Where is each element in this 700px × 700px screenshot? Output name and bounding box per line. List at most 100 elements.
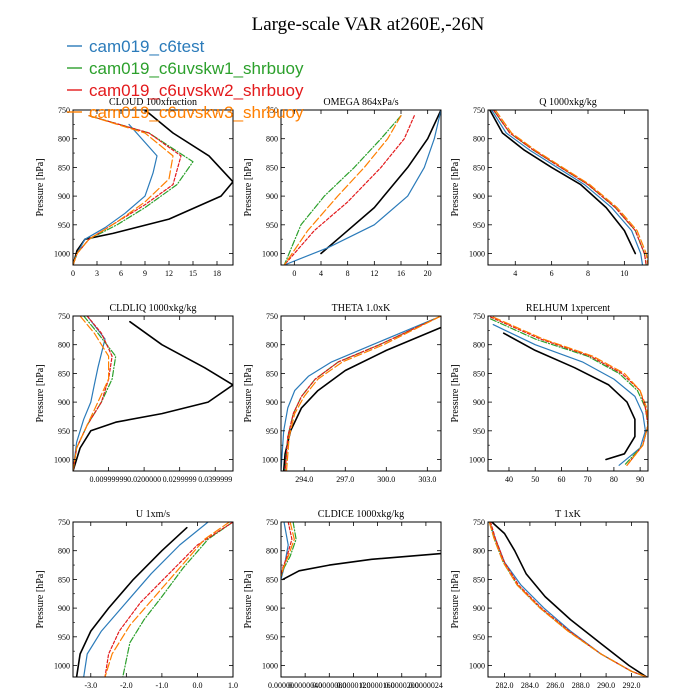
x-tick-label: 303.0 (418, 475, 436, 484)
series-line-0 (75, 526, 188, 677)
plot-frame (72, 109, 234, 266)
series-line-1 (281, 318, 435, 471)
series-line-1 (281, 522, 289, 581)
series-line-1 (283, 110, 441, 265)
x-tick-label: 15 (189, 269, 197, 278)
x-tick-label: 1.0 (228, 681, 238, 690)
panel-title: THETA 1.0xK (332, 303, 391, 314)
series-group (283, 110, 441, 265)
series-group (73, 316, 233, 471)
series-group (281, 522, 441, 581)
x-tick-label: 0.0 (192, 681, 202, 690)
y-tick-label: 1000 (469, 662, 485, 671)
series-line-4 (283, 115, 402, 265)
x-tick-label: 0 (71, 269, 75, 278)
x-tick-label: 294.0 (295, 475, 313, 484)
legend-label: cam019_c6uvskw1_shrbuoy (89, 59, 304, 78)
series-line-2 (488, 522, 648, 677)
y-tick-label: 1000 (262, 250, 278, 259)
y-tick-label: 1000 (262, 662, 278, 671)
x-tick-label: 4 (319, 269, 323, 278)
series-line-4 (73, 316, 110, 471)
x-tick-label: 9 (143, 269, 147, 278)
y-tick-label: 800 (58, 135, 70, 144)
x-tick-label: 288.0 (572, 681, 590, 690)
x-tick-label: 20 (424, 269, 432, 278)
series-line-4 (494, 110, 648, 265)
x-tick-label: 8 (346, 269, 350, 278)
x-tick-label: 300.0 (377, 475, 395, 484)
series-line-4 (104, 522, 230, 677)
panel-title: Q 1000xkg/kg (539, 97, 597, 108)
y-tick-label: 850 (58, 369, 70, 378)
y-axis-label: Pressure [hPa] (450, 570, 461, 628)
y-axis-label: Pressure [hPa] (243, 364, 254, 422)
x-tick-label: 70 (584, 475, 592, 484)
y-tick-label: 950 (58, 633, 70, 642)
figure-title: Large-scale VAR at260E,-26N (252, 14, 485, 35)
x-tick-label: 284.0 (521, 681, 539, 690)
x-tick-label: 282.0 (496, 681, 514, 690)
y-tick-label: 750 (473, 518, 485, 527)
y-tick-label: 750 (58, 106, 70, 115)
y-tick-label: 800 (473, 547, 485, 556)
y-tick-label: 1000 (262, 456, 278, 465)
x-tick-label: 0.00999999 (90, 475, 128, 484)
series-line-2 (73, 115, 194, 265)
plot-frame (487, 315, 649, 472)
x-tick-label: 18 (213, 269, 221, 278)
series-group (75, 522, 233, 677)
y-tick-label: 900 (266, 398, 278, 407)
legend-label: cam019_c6test (89, 37, 205, 56)
x-tick-label: -1.0 (156, 681, 169, 690)
y-tick-label: 900 (266, 604, 278, 613)
series-line-0 (490, 522, 648, 677)
x-tick-label: 40 (505, 475, 513, 484)
x-tick-label: 12 (165, 269, 173, 278)
plot-frame (280, 521, 442, 678)
x-tick-label: 297.0 (336, 475, 354, 484)
panel-title: RELHUM 1xpercent (526, 303, 610, 314)
panel-3: 750 800 850 900 950 1000 4 6 8 10 Q 1000xkg/kg Pres… (450, 97, 649, 278)
x-tick-label: 16 (397, 269, 405, 278)
series-line-0 (73, 110, 233, 265)
series-group (488, 522, 648, 677)
x-tick-label: 0.0299999 (163, 475, 197, 484)
series-line-3 (104, 522, 233, 677)
series-line-4 (285, 316, 441, 471)
y-tick-label: 950 (266, 221, 278, 230)
x-tick-label: 0.0000040 (288, 681, 322, 690)
y-axis-label: Pressure [hPa] (243, 570, 254, 628)
panel-title: OMEGA 864xPa/s (323, 97, 398, 108)
y-tick-label: 750 (58, 518, 70, 527)
y-tick-label: 750 (266, 106, 278, 115)
series-group (281, 316, 441, 471)
plot-frame (280, 109, 442, 266)
series-line-3 (284, 316, 441, 471)
panel-2: 750 800 850 900 950 1000 0 4 8 12 16 20 OMEGA 864xPa… (243, 97, 442, 278)
series-line-0 (281, 552, 441, 581)
y-tick-label: 850 (266, 575, 278, 584)
y-tick-label: 950 (266, 427, 278, 436)
panel-7: 750 800 850 900 950 1000 -3.0 -2.0 -1.0 0.0 1.0 U 1… (35, 509, 238, 690)
x-tick-label: 80 (610, 475, 618, 484)
x-tick-label: 10 (620, 269, 628, 278)
x-tick-label: 0.0000120 (336, 681, 370, 690)
y-axis-label: Pressure [hPa] (450, 364, 461, 422)
panel-5: 750 800 850 900 950 1000 294.0 297.0 300.0 303.0 T… (243, 303, 442, 484)
y-tick-label: 1000 (469, 456, 485, 465)
y-tick-label: 900 (58, 604, 70, 613)
x-tick-label: 12 (370, 269, 378, 278)
y-tick-label: 800 (473, 341, 485, 350)
y-tick-label: 950 (473, 633, 485, 642)
x-tick-label: -2.0 (120, 681, 133, 690)
plot-frame (72, 315, 234, 472)
plot-frame (280, 315, 442, 472)
series-line-2 (122, 522, 233, 677)
y-axis-label: Pressure [hPa] (35, 364, 46, 422)
panel-8: 75080085090095010000.000000.00000400.000… (243, 509, 443, 690)
y-tick-label: 1000 (54, 662, 70, 671)
x-tick-label: 60 (557, 475, 565, 484)
y-axis-label: Pressure [hPa] (450, 158, 461, 216)
series-line-3 (283, 115, 415, 265)
